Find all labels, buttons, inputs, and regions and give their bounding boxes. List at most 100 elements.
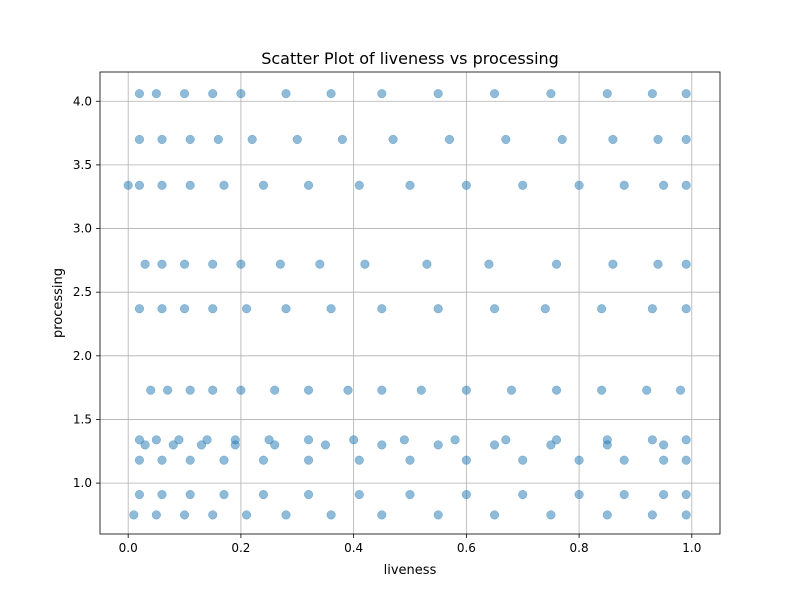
scatter-point bbox=[140, 440, 150, 450]
y-axis-ticks: 1.0 1.5 2.0 2.5 3.0 3.5 4.0 bbox=[73, 94, 100, 490]
scatter-point bbox=[349, 435, 359, 445]
scatter-point bbox=[518, 489, 528, 500]
scatter-point bbox=[320, 440, 331, 450]
scatter-point bbox=[134, 435, 145, 445]
scatter-point bbox=[377, 385, 387, 395]
scatter-point bbox=[405, 489, 415, 500]
scatter-point bbox=[681, 510, 691, 520]
scatter-point bbox=[157, 259, 167, 269]
scatter-point bbox=[681, 455, 691, 465]
scatter-point bbox=[551, 259, 562, 269]
scatter-point bbox=[681, 435, 691, 445]
scatter-point bbox=[140, 259, 150, 269]
scatter-point bbox=[681, 180, 691, 190]
scatter-point bbox=[574, 489, 584, 500]
scatter-point bbox=[281, 510, 291, 520]
scatter-point bbox=[602, 89, 612, 99]
scatter-point bbox=[326, 510, 336, 520]
x-axis-ticks: 0.0 0.2 0.4 0.6 0.8 1.0 bbox=[119, 534, 701, 555]
scatter-point bbox=[574, 180, 584, 190]
scatter-point bbox=[146, 385, 156, 395]
scatter-point bbox=[647, 89, 657, 99]
scatter-point bbox=[185, 180, 195, 190]
plot-area-frame bbox=[99, 71, 721, 535]
scatter-point bbox=[506, 385, 517, 395]
scatter-point bbox=[236, 259, 246, 269]
scatter-point bbox=[202, 435, 212, 445]
scatter-point bbox=[433, 510, 443, 520]
scatter-point bbox=[157, 304, 167, 314]
scatter-point bbox=[433, 304, 443, 314]
scatter-point bbox=[185, 455, 195, 465]
scatter-point bbox=[433, 440, 443, 450]
scatter-point bbox=[518, 180, 528, 190]
scatter-point bbox=[659, 455, 669, 465]
y-axis-label: processing bbox=[51, 268, 66, 338]
scatter-point bbox=[303, 435, 314, 445]
scatter-point bbox=[551, 435, 562, 445]
scatter-point bbox=[642, 385, 652, 395]
scatter-point bbox=[151, 510, 161, 520]
scatter-point bbox=[653, 259, 663, 269]
y-tick-label: 4.0 bbox=[73, 94, 92, 108]
scatter-point bbox=[326, 89, 336, 99]
scatter-point bbox=[681, 259, 691, 269]
scatter-point bbox=[168, 440, 178, 450]
y-tick-label: 2.5 bbox=[73, 285, 92, 299]
scatter-point bbox=[303, 180, 314, 190]
x-tick-label: 0.6 bbox=[457, 541, 476, 555]
grid-lines bbox=[100, 72, 720, 534]
scatter-point bbox=[484, 259, 494, 269]
scatter-point bbox=[303, 455, 314, 465]
scatter-point bbox=[608, 259, 618, 269]
scatter-point bbox=[185, 385, 195, 395]
scatter-point bbox=[489, 89, 500, 99]
scatter-point bbox=[258, 489, 269, 500]
scatter-point bbox=[179, 259, 190, 269]
x-axis-label: liveness bbox=[384, 563, 437, 578]
scatter-point bbox=[343, 385, 353, 395]
x-tick-label: 0.0 bbox=[119, 541, 138, 555]
scatter-point bbox=[179, 89, 190, 99]
scatter-point bbox=[405, 455, 415, 465]
scatter-point bbox=[134, 134, 145, 145]
scatter-point bbox=[681, 304, 691, 314]
scatter-point bbox=[292, 134, 302, 145]
scatter-point bbox=[461, 180, 471, 190]
scatter-point bbox=[179, 510, 190, 520]
scatter-point bbox=[602, 510, 612, 520]
scatter-point bbox=[422, 259, 432, 269]
y-tick-label: 1.5 bbox=[73, 412, 92, 426]
scatter-point bbox=[377, 440, 387, 450]
scatter-point bbox=[185, 489, 195, 500]
scatter-point bbox=[377, 304, 387, 314]
scatter-point bbox=[675, 385, 686, 395]
data-points bbox=[123, 89, 691, 520]
scatter-point bbox=[258, 180, 269, 190]
scatter-point bbox=[489, 440, 500, 450]
scatter-point bbox=[179, 304, 190, 314]
scatter-point bbox=[230, 440, 240, 450]
scatter-point bbox=[619, 180, 629, 190]
scatter-point bbox=[377, 89, 387, 99]
scatter-point bbox=[157, 134, 167, 145]
scatter-point bbox=[270, 440, 280, 450]
scatter-point bbox=[489, 510, 500, 520]
scatter-point bbox=[219, 455, 229, 465]
scatter-point bbox=[461, 455, 471, 465]
scatter-point bbox=[647, 304, 657, 314]
scatter-point bbox=[134, 455, 145, 465]
scatter-point bbox=[377, 510, 387, 520]
x-tick-label: 0.2 bbox=[231, 541, 250, 555]
scatter-point bbox=[574, 455, 584, 465]
scatter-point bbox=[264, 435, 274, 445]
scatter-point bbox=[236, 385, 246, 395]
scatter-point bbox=[196, 440, 207, 450]
scatter-point bbox=[208, 385, 218, 395]
scatter-point bbox=[303, 385, 314, 395]
scatter-point bbox=[236, 89, 246, 99]
scatter-point bbox=[416, 385, 426, 395]
scatter-point bbox=[157, 180, 167, 190]
scatter-point bbox=[551, 385, 562, 395]
scatter-point bbox=[275, 259, 285, 269]
